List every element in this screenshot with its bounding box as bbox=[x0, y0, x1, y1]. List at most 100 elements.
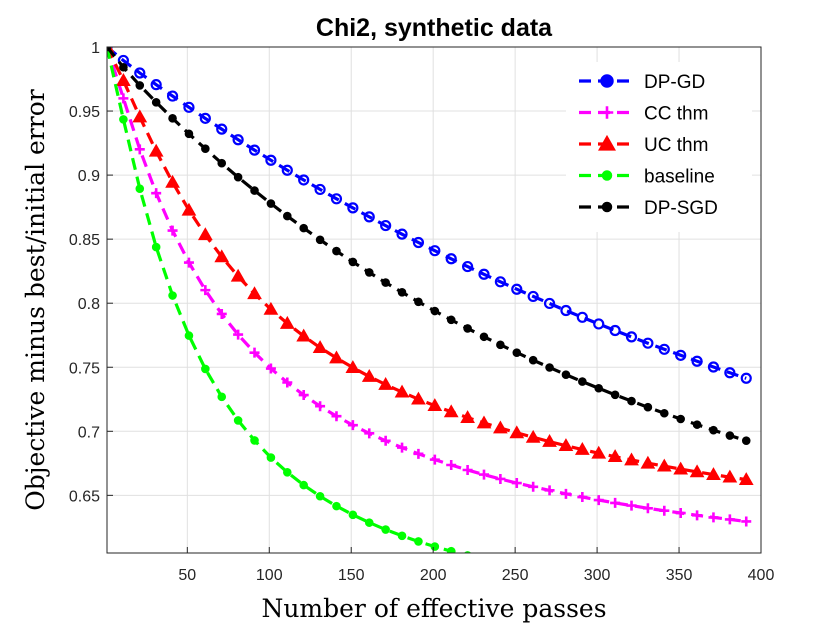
x-tick-label: 150 bbox=[338, 567, 365, 584]
data-point-cc-thm-marker bbox=[134, 144, 145, 155]
data-point-uc-thm-marker bbox=[296, 328, 312, 342]
data-point-dp-sgd-marker bbox=[528, 355, 538, 365]
data-point-dp-gd-marker bbox=[380, 219, 392, 232]
data-point-dp-sgd-marker bbox=[250, 186, 259, 195]
data-point-cc-thm-marker bbox=[216, 308, 227, 319]
data-point-dp-sgd-marker bbox=[381, 278, 390, 287]
data-point-dp-gd-marker bbox=[314, 183, 326, 196]
y-tick-label: 0.95 bbox=[69, 104, 100, 121]
y-tick-label: 0.8 bbox=[78, 296, 100, 313]
data-point-baseline-marker bbox=[726, 590, 734, 598]
data-point-baseline-marker bbox=[332, 501, 341, 511]
data-point-dp-gd-marker bbox=[543, 297, 556, 310]
data-point-baseline-marker bbox=[119, 115, 128, 124]
data-point-cc-thm-marker bbox=[331, 411, 342, 422]
data-point-dp-gd-marker bbox=[429, 245, 441, 257]
legend-label: UC thm bbox=[644, 135, 708, 156]
data-point-cc-thm-marker bbox=[478, 469, 489, 480]
data-point-uc-thm-marker bbox=[525, 429, 541, 443]
data-point-dp-gd-marker bbox=[691, 355, 703, 367]
y-tick-label: 1 bbox=[91, 40, 100, 57]
data-point-cc-thm-marker bbox=[413, 448, 424, 459]
data-point-dp-gd-marker bbox=[609, 324, 621, 337]
data-point-cc-thm-marker bbox=[593, 495, 604, 506]
legend-item-baseline: baseline bbox=[579, 167, 715, 188]
data-point-dp-sgd-marker bbox=[332, 246, 341, 256]
y-tick-label: 0.75 bbox=[69, 360, 100, 377]
data-point-dp-gd-marker bbox=[740, 372, 752, 384]
data-point-cc-thm-marker bbox=[429, 454, 440, 465]
data-point-uc-thm-marker bbox=[361, 368, 377, 382]
data-point-uc-thm-marker bbox=[476, 415, 492, 429]
data-point-cc-thm-marker bbox=[626, 500, 637, 511]
data-point-cc-thm-marker bbox=[200, 285, 211, 296]
data-point-cc-thm-marker bbox=[249, 347, 260, 358]
legend-swatch-marker bbox=[600, 106, 614, 119]
data-point-dp-sgd-marker bbox=[692, 420, 702, 429]
series-line-dp-sgd bbox=[107, 47, 747, 443]
y-tick-label: 0.7 bbox=[78, 424, 100, 441]
data-point-cc-thm-marker bbox=[659, 505, 670, 516]
data-point-baseline-marker bbox=[397, 531, 407, 541]
data-point-cc-thm-marker bbox=[708, 512, 719, 523]
data-point-cc-thm-marker bbox=[446, 459, 457, 470]
data-point-cc-thm-marker bbox=[495, 473, 506, 484]
series-line-dp-gd bbox=[107, 47, 747, 380]
x-axis-label: Number of effective passes bbox=[261, 594, 606, 623]
x-tick-label: 200 bbox=[420, 567, 447, 584]
data-point-baseline-marker bbox=[151, 242, 161, 252]
data-point-cc-thm-marker bbox=[315, 401, 326, 412]
series-baseline bbox=[107, 47, 734, 598]
data-point-dp-sgd-marker bbox=[364, 268, 374, 277]
data-point-uc-thm-marker bbox=[460, 410, 475, 423]
data-point-uc-thm-marker bbox=[230, 268, 246, 282]
data-point-uc-thm-marker bbox=[443, 404, 459, 418]
data-point-baseline-marker bbox=[644, 582, 652, 590]
data-point-dp-gd-marker bbox=[511, 283, 523, 295]
data-point-uc-thm-marker bbox=[624, 452, 639, 466]
data-point-dp-gd-marker bbox=[330, 193, 343, 205]
data-point-uc-thm-marker bbox=[542, 434, 557, 447]
legend-swatch-marker bbox=[600, 74, 614, 88]
data-point-baseline-marker bbox=[283, 467, 292, 477]
data-point-cc-thm-marker bbox=[151, 188, 162, 199]
data-point-dp-sgd-marker bbox=[348, 257, 358, 267]
data-point-dp-gd-marker bbox=[527, 290, 539, 303]
data-point-dp-gd-marker bbox=[232, 134, 244, 146]
data-point-cc-thm-marker bbox=[233, 329, 244, 340]
series-line-cc-thm bbox=[107, 47, 747, 524]
data-point-baseline-marker bbox=[315, 491, 325, 501]
data-point-uc-thm-marker bbox=[738, 472, 754, 485]
data-point-uc-thm-marker bbox=[706, 467, 721, 480]
data-point-uc-thm-marker bbox=[329, 350, 344, 364]
data-point-dp-sgd-marker bbox=[217, 158, 227, 168]
data-point-baseline-marker bbox=[168, 291, 177, 300]
data-point-uc-thm-marker bbox=[427, 398, 443, 412]
data-point-uc-thm-marker bbox=[116, 73, 131, 86]
data-point-dp-sgd-marker bbox=[659, 408, 669, 418]
y-tick-label: 0.65 bbox=[69, 488, 100, 505]
data-point-cc-thm-marker bbox=[560, 488, 571, 499]
legend-swatch-marker bbox=[601, 201, 613, 213]
x-tick-label: 400 bbox=[748, 567, 775, 584]
data-point-cc-thm-marker bbox=[577, 492, 588, 503]
data-point-baseline-marker bbox=[364, 518, 374, 527]
data-point-dp-gd-marker bbox=[265, 154, 277, 166]
legend-swatch-marker bbox=[601, 170, 613, 181]
chart-title: Chi2, synthetic data bbox=[316, 14, 553, 42]
legend-swatch-marker bbox=[598, 134, 616, 151]
data-point-dp-sgd-marker bbox=[430, 306, 440, 316]
data-point-dp-sgd-marker bbox=[299, 223, 308, 233]
axis-ticks: 50 100 150 200 250 300 350 400 0.65 0.7 0.75 0.8 0.8… bbox=[69, 40, 775, 584]
data-point-cc-thm-marker bbox=[692, 510, 703, 521]
data-point-baseline-marker bbox=[135, 184, 145, 193]
data-point-dp-sgd-marker bbox=[315, 235, 325, 245]
data-point-dp-gd-marker bbox=[298, 174, 310, 186]
data-point-cc-thm-marker bbox=[544, 485, 555, 496]
data-point-cc-thm-marker bbox=[282, 377, 293, 388]
data-point-dp-sgd-marker bbox=[676, 414, 685, 424]
data-point-baseline-marker bbox=[446, 546, 456, 553]
series-uc-thm bbox=[107, 47, 754, 485]
series-layer bbox=[107, 47, 754, 598]
